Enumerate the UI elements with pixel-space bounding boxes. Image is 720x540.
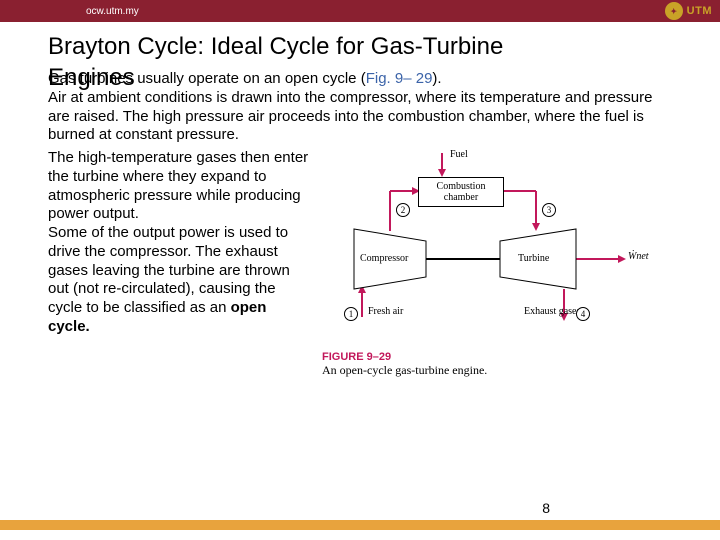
leftcol-para-b: Some of the output power is used to driv… (48, 224, 312, 337)
figure-number: FIGURE 9–29 (322, 351, 672, 363)
topbar: ocw.utm.my ✦ UTM (0, 0, 720, 22)
fresh-air-label: Fresh air (368, 307, 403, 318)
node-1: 1 (344, 307, 358, 321)
page-number: 8 (542, 500, 550, 516)
node-4: 4 (576, 307, 590, 321)
node-3: 3 (542, 203, 556, 217)
turbine-label: Turbine (518, 253, 549, 264)
lower-row: The high-temperature gases then enter th… (48, 149, 672, 378)
brayton-diagram: Combustion chamber Fuel Compressor Turbi… (322, 149, 662, 345)
site-url: ocw.utm.my (86, 6, 139, 17)
figure-reference: Fig. 9– 29 (366, 70, 433, 87)
para1-pre: Gas turbines usually operate on an open … (48, 70, 366, 87)
exhaust-label: Exhaust gases (524, 307, 580, 318)
slide-content: Brayton Cycle: Ideal Cycle for Gas-Turbi… (0, 22, 720, 378)
utm-logo: ✦ UTM (665, 2, 712, 20)
compressor-label: Compressor (360, 253, 408, 264)
figure-caption: An open-cycle gas-turbine engine. (322, 363, 672, 378)
footer-accent (0, 520, 720, 530)
para1-post: ). (432, 70, 441, 87)
right-column: Combustion chamber Fuel Compressor Turbi… (322, 149, 672, 378)
leftcol-para-a: The high-temperature gases then enter th… (48, 149, 312, 224)
wnet-label: Ẇnet (628, 251, 649, 262)
node-2: 2 (396, 203, 410, 217)
utm-text: UTM (687, 5, 712, 17)
combustion-box: Combustion chamber (418, 177, 504, 207)
figure-caption-block: FIGURE 9–29 An open-cycle gas-turbine en… (322, 351, 672, 378)
utm-crest-icon: ✦ (665, 2, 683, 20)
fuel-label: Fuel (450, 149, 468, 160)
paragraph-1: Gas turbines usually operate on an open … (48, 70, 672, 89)
paragraph-2: Air at ambient conditions is drawn into … (48, 89, 672, 145)
title-line-1: Brayton Cycle: Ideal Cycle for Gas-Turbi… (48, 33, 503, 60)
left-column: The high-temperature gases then enter th… (48, 149, 312, 378)
